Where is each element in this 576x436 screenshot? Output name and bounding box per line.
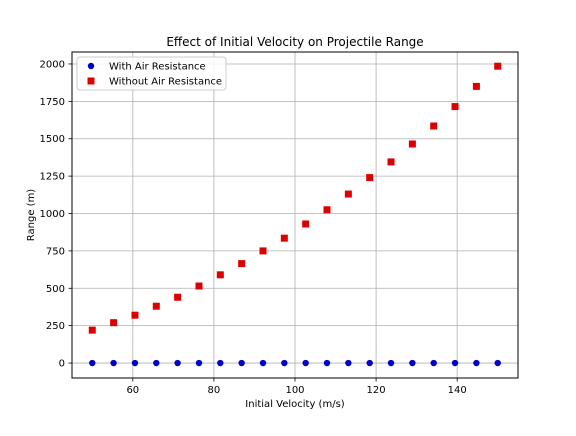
data-point-with-air-resistance [153,359,160,367]
x-tick-label: 120 [367,385,386,396]
data-point-without-air-resistance [494,62,502,70]
grid [72,52,518,378]
y-tick-label: 1250 [40,172,65,183]
data-point-with-air-resistance [131,359,139,367]
data-point-with-air-resistance [345,359,352,367]
data-point-with-air-resistance [89,359,96,367]
legend-box [76,56,227,91]
data-point-with-air-resistance [174,359,181,367]
data-point-without-air-resistance [195,282,203,290]
data-points [88,62,502,367]
data-point-with-air-resistance [110,359,117,367]
data-point-without-air-resistance [88,326,96,334]
data-point-with-air-resistance [281,359,288,367]
data-point-with-air-resistance [451,359,459,367]
x-tick-label: 100 [285,385,304,396]
data-point-with-air-resistance [409,359,416,367]
data-point-without-air-resistance [408,140,416,148]
data-point-without-air-resistance [451,103,459,111]
y-tick-label: 250 [46,321,65,332]
data-point-without-air-resistance [152,302,160,310]
data-point-with-air-resistance [238,359,245,367]
y-tick-label: 0 [59,359,65,370]
data-point-without-air-resistance [131,311,139,319]
legend-marker-circle [87,62,95,70]
x-tick-label: 80 [208,385,221,396]
y-tick-label: 2000 [40,59,65,70]
y-axis-label: Range (m) [26,189,37,242]
data-point-without-air-resistance [472,82,480,90]
legend-label: Without Air Resistance [109,77,222,88]
data-point-without-air-resistance [259,247,267,255]
y-tick-label: 750 [46,246,65,257]
x-tick-label: 60 [126,385,139,396]
chart-title: Effect of Initial Velocity on Projectile… [166,35,423,49]
data-point-with-air-resistance [430,359,437,367]
y-tick-label: 500 [46,284,65,295]
data-point-with-air-resistance [195,359,203,367]
data-point-with-air-resistance [323,359,331,367]
data-point-without-air-resistance [344,190,352,198]
x-tick-label: 140 [448,385,467,396]
data-point-without-air-resistance [280,234,288,242]
data-point-without-air-resistance [110,319,118,327]
data-point-without-air-resistance [323,206,331,214]
y-tick-label: 1000 [40,209,65,220]
x-axis-label: Initial Velocity (m/s) [245,399,344,410]
data-point-without-air-resistance [387,158,395,166]
legend: With Air Resistance Without Air Resistanc… [76,56,227,91]
data-point-with-air-resistance [366,359,373,367]
legend-label: With Air Resistance [109,62,206,73]
y-tick-label: 1500 [40,134,65,145]
data-point-without-air-resistance [366,174,374,182]
y-tick-label: 1750 [40,97,65,108]
data-point-without-air-resistance [238,260,246,268]
data-point-with-air-resistance [387,359,395,367]
data-point-without-air-resistance [216,271,224,279]
axis-ticks: 60 80 100 120 140 0 250 500 750 1000 1250 1500 1750 2… [40,59,467,396]
data-point-with-air-resistance [259,359,267,367]
data-point-without-air-resistance [430,122,438,130]
data-point-with-air-resistance [473,359,480,367]
data-point-without-air-resistance [302,220,310,228]
data-point-with-air-resistance [494,359,501,367]
data-point-with-air-resistance [217,359,224,367]
data-point-with-air-resistance [302,359,309,367]
legend-marker-square [87,77,95,85]
data-point-without-air-resistance [174,293,182,301]
